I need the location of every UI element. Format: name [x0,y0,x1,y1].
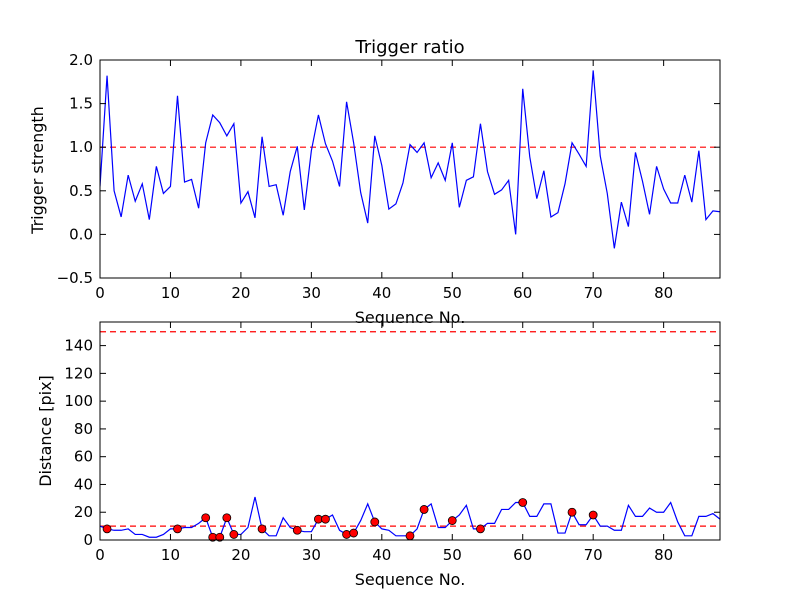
data-point-marker [102,524,112,534]
x-axis-label: Sequence No. [355,308,466,327]
x-tick-label: 0 [95,546,105,564]
data-point-marker [567,507,577,517]
y-tick-label: 1.5 [69,95,93,113]
y-axis-ticks: −0.5 0.0 0.5 1.0 1.5 2.0 [57,51,720,287]
data-point-marker [215,532,225,542]
data-point-marker [342,530,351,539]
x-axis-ticks: 0 10 20 30 40 50 60 70 80 [95,60,673,302]
data-point-marker [229,530,239,539]
x-tick-label: 80 [654,284,673,302]
x-tick-label: 70 [584,284,603,302]
y-tick-label: 1.0 [69,138,93,156]
y-tick-label: 0 [83,531,93,549]
data-point-marker [476,524,485,534]
data-point-marker [349,528,359,538]
x-tick-label: 0 [95,284,105,302]
chart-title: Trigger ratio [354,37,464,58]
data-point-marker [447,516,457,525]
data-point-marker [222,513,232,523]
data-point-marker [518,498,528,507]
x-tick-label: 80 [654,546,673,564]
y-tick-label: 0.5 [69,182,93,200]
y-tick-label: 20 [74,503,93,521]
y-axis-label: Trigger strength [28,106,47,235]
x-tick-label: 20 [231,546,250,564]
x-tick-label: 70 [584,546,603,564]
x-tick-label: 60 [513,546,532,564]
threshold-lines [100,331,720,527]
y-axis-ticks: 0 20 40 60 80 100 120 140 [64,337,720,549]
x-axis-ticks: 0 10 20 30 40 50 60 70 80 [95,322,673,564]
x-tick-label: 30 [302,284,321,302]
x-tick-label: 60 [513,284,532,302]
y-tick-label: 0.0 [69,225,93,243]
data-point-marker [419,505,429,514]
x-tick-label: 40 [372,284,391,302]
data-point-marker [292,525,302,535]
y-tick-label: 80 [74,420,93,438]
x-tick-label: 10 [161,546,180,564]
x-tick-label: 50 [443,284,462,302]
x-tick-label: 10 [161,284,180,302]
data-point-marker [257,524,267,534]
x-tick-label: 50 [443,546,462,564]
x-axis-label: Sequence No. [355,570,466,589]
y-tick-label: 140 [64,337,93,355]
series-layer [100,70,720,249]
y-tick-label: 40 [74,475,93,493]
data-point-marker [588,510,598,520]
x-tick-label: 40 [372,546,391,564]
x-tick-label: 20 [231,284,250,302]
y-tick-label: 2.0 [69,51,93,69]
data-point-marker [201,513,211,523]
plot-frame [99,59,721,279]
data-point-marker [321,514,330,524]
y-tick-label: 100 [64,392,93,410]
y-tick-label: 60 [74,448,93,466]
series-line [100,70,720,249]
data-point-marker [370,517,380,527]
distance-chart: 0 10 20 30 40 50 60 70 80 0 20 40 60 80 100 120 140 Seq… [36,321,721,589]
y-axis-label: Distance [pix] [36,375,55,487]
data-point-marker [173,524,182,534]
data-point-marker [405,531,415,541]
y-tick-label: 120 [64,364,93,382]
y-tick-label: −0.5 [57,269,93,287]
plot-frame [99,321,721,541]
marker-layer [102,498,598,542]
x-tick-label: 30 [302,546,321,564]
